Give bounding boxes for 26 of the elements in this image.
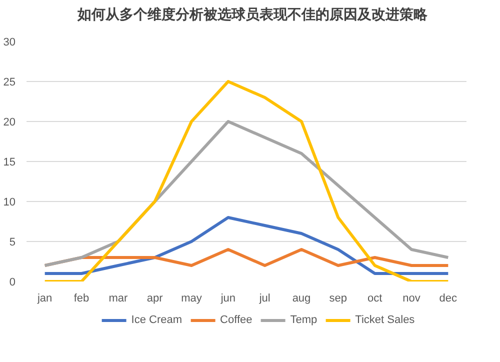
legend-label: Temp xyxy=(290,314,318,326)
legend-label: Ticket Sales xyxy=(355,314,415,326)
chart-title: 如何从多个维度分析被选球员表现不佳的原因及改进策略 xyxy=(78,6,428,25)
line-series xyxy=(43,80,450,282)
x-tick-label: jan xyxy=(36,292,52,304)
y-tick-label: 0 xyxy=(9,276,16,288)
y-tick-label: 20 xyxy=(3,116,16,128)
x-tick-label: jul xyxy=(258,292,270,304)
y-tick-label: 15 xyxy=(3,156,16,168)
x-tick-label: mar xyxy=(108,292,128,304)
legend-label: Coffee xyxy=(220,314,252,326)
x-tick-label: dec xyxy=(439,292,458,304)
y-tick-label: 25 xyxy=(3,76,16,88)
legend-label: Ice Cream xyxy=(131,314,182,326)
x-tick-label: nov xyxy=(402,292,421,304)
x-tick-label: aug xyxy=(292,292,311,304)
line-series xyxy=(43,216,450,275)
x-tick-label: sep xyxy=(329,292,348,304)
x-tick-label: feb xyxy=(74,292,90,304)
y-tick-label: 30 xyxy=(3,36,16,48)
x-tick-label: apr xyxy=(146,292,164,304)
x-tick-label: oct xyxy=(367,292,382,304)
y-tick-label: 10 xyxy=(3,196,16,208)
x-tick-label: may xyxy=(181,292,202,304)
y-tick-label: 5 xyxy=(9,236,16,248)
x-tick-label: jun xyxy=(220,292,236,304)
